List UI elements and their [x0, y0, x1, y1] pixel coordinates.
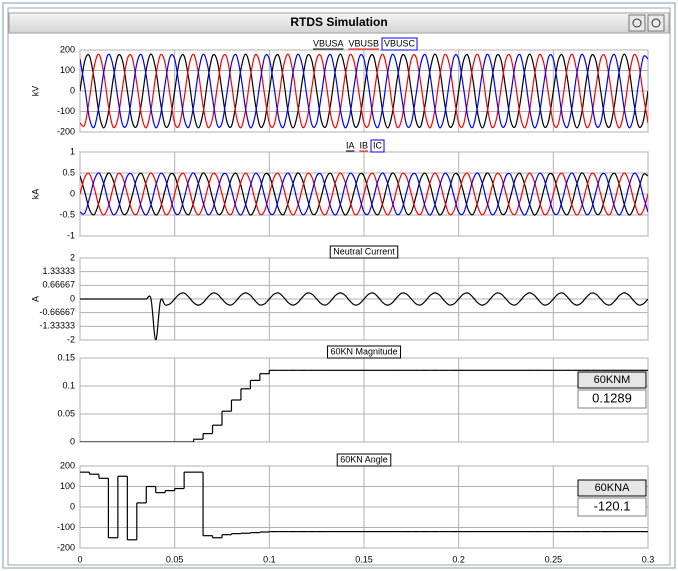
y-tick-label: 0	[70, 436, 75, 446]
y-tick-label: -100	[57, 522, 75, 532]
panel-title: 60KN Magnitude	[330, 346, 397, 356]
y-tick-label: 200	[60, 460, 75, 470]
panel-title-box	[336, 453, 392, 467]
display-header	[577, 479, 647, 497]
y-tick-label: -1.33333	[39, 321, 75, 331]
y-tick-label: 0	[70, 501, 75, 511]
series-group	[80, 369, 648, 442]
legend-entry: IA	[346, 140, 355, 150]
x-tick-label: 0.05	[166, 554, 184, 564]
inner-frame	[7, 7, 671, 566]
y-tick-label: 100	[60, 65, 75, 75]
y-tick-label: 0.15	[57, 352, 75, 362]
legend-selection-box	[370, 139, 385, 153]
panel: 2 1.33333 0.66667 0 -0.66667 -1.33333 -2 A Neutr…	[30, 245, 649, 344]
panel: 0.15 0.1 0.05 0 60KN Magnitude 60KNM 0.1289	[57, 345, 649, 446]
y-tick-label: 0	[70, 188, 75, 198]
legend-entry: VBUSC	[384, 38, 416, 48]
panel-title-box	[326, 345, 402, 359]
series-group	[80, 53, 648, 129]
y-axis-label: kV	[30, 86, 40, 97]
display-value-box	[577, 497, 647, 517]
series-group	[80, 471, 648, 541]
y-tick-label: 0.5	[62, 167, 75, 177]
panel-title: 60KN Angle	[340, 454, 388, 464]
x-tick-label: 0.3	[642, 554, 655, 564]
display-value-box	[577, 389, 647, 409]
close-button[interactable]	[647, 14, 665, 32]
close-icon	[651, 18, 661, 28]
y-tick-label: -1	[67, 230, 75, 240]
y-tick-label: 1	[70, 146, 75, 156]
title-bar	[8, 12, 670, 34]
x-tick-label: 0.2	[452, 554, 465, 564]
window-title: RTDS Simulation	[290, 15, 387, 29]
y-tick-label: -200	[57, 126, 75, 136]
y-tick-label: 0	[70, 85, 75, 95]
x-tick-label: 0	[77, 554, 82, 564]
x-tick-label: 0.1	[263, 554, 276, 564]
legend-entry: VBUSA	[313, 38, 344, 48]
panel: 1 0.5 0 -0.5 -1 kA IA IB IC	[30, 139, 649, 240]
y-tick-label: -100	[57, 106, 75, 116]
series-line	[80, 53, 648, 129]
panel-title: Neutral Current	[333, 246, 395, 256]
series-line	[80, 53, 648, 129]
display-label: 60KNM	[594, 374, 631, 386]
display-value: 0.1289	[592, 390, 632, 405]
series-line	[80, 292, 648, 340]
y-tick-label: -200	[57, 542, 75, 552]
pin-button[interactable]	[628, 14, 646, 32]
pin-icon	[632, 18, 642, 28]
series-group	[80, 292, 648, 340]
panel-title-box	[329, 245, 399, 259]
y-tick-label: 200	[60, 44, 75, 54]
legend-entry: IC	[373, 140, 383, 150]
y-tick-label: 2	[70, 252, 75, 262]
series-group	[80, 172, 648, 216]
legend-entry: IB	[360, 140, 369, 150]
y-tick-label: -0.66667	[39, 307, 75, 317]
y-tick-label: 0	[70, 293, 75, 303]
y-tick-label: -0.5	[59, 209, 75, 219]
x-tick-label: 0.25	[545, 554, 563, 564]
series-line	[80, 172, 648, 216]
display-value: -120.1	[594, 498, 631, 513]
y-tick-label: -2	[67, 334, 75, 344]
series-line	[80, 172, 648, 216]
x-tick-label: 0.15	[355, 554, 373, 564]
y-axis-label: A	[30, 296, 40, 302]
legend-entry: VBUSB	[348, 38, 379, 48]
series-line	[80, 53, 648, 129]
display-header	[577, 371, 647, 389]
y-tick-label: 0.05	[57, 408, 75, 418]
y-tick-label: 0.66667	[42, 280, 75, 290]
legend-selection-box	[381, 37, 418, 51]
series-line	[80, 172, 648, 216]
y-tick-label: 1.33333	[42, 266, 75, 276]
display-label: 60KNA	[595, 482, 631, 494]
y-tick-label: 100	[60, 481, 75, 491]
panel: 200 100 0 -100 -200 kV VBUSA VBUSB VBUSC	[30, 37, 649, 136]
y-tick-label: 0.1	[62, 380, 75, 390]
y-axis-label: kA	[30, 189, 40, 200]
